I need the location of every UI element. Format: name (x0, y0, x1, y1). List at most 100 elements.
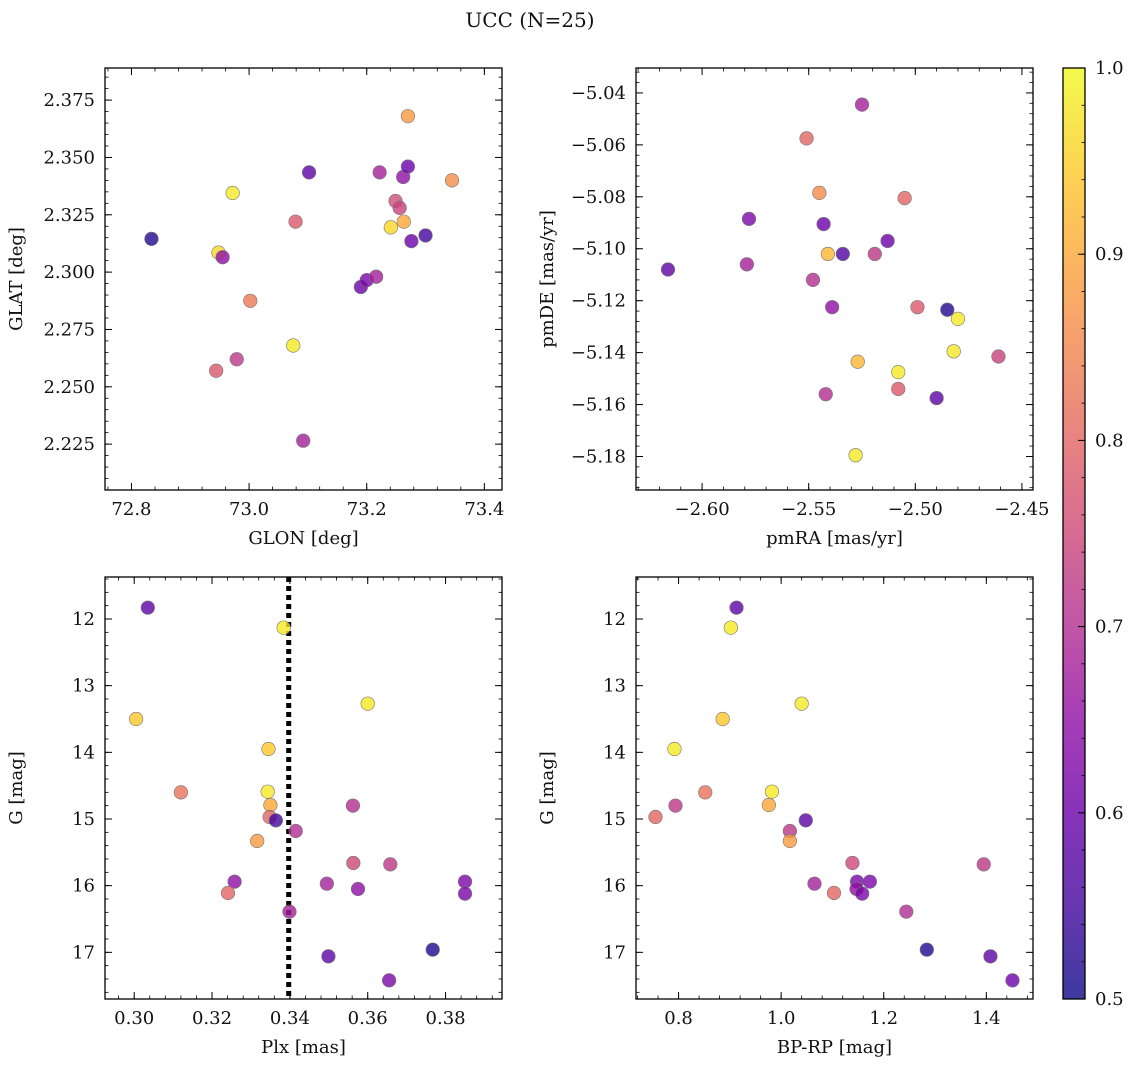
data-point (404, 234, 419, 249)
data-point (946, 344, 961, 359)
y-tick-label: 2.250 (43, 377, 95, 398)
y-tick-label: −5.16 (571, 395, 626, 416)
data-point (845, 855, 860, 871)
y-axis-label: GLAT [deg] (6, 227, 27, 331)
data-point (929, 390, 944, 406)
colorbar-tick-label: 0.5 (1095, 989, 1124, 1010)
data-point (215, 250, 230, 265)
data-point (855, 886, 870, 901)
data-point (260, 784, 275, 799)
data-point (400, 109, 415, 124)
y-axis-label: G [mag] (537, 751, 558, 824)
y-tick-label: 2.300 (43, 262, 95, 283)
data-point (209, 363, 224, 378)
x-axis-label: BP-RP [mag] (777, 1037, 892, 1058)
data-point (360, 696, 375, 711)
plot-area (635, 67, 1034, 491)
y-tick-label: 17 (72, 942, 95, 963)
data-point (457, 874, 473, 889)
data-point (825, 300, 840, 315)
y-tick-label: −5.06 (571, 135, 626, 156)
data-point (891, 364, 906, 380)
data-point (372, 165, 387, 180)
data-point (319, 876, 334, 891)
data-point (263, 797, 278, 813)
x-tick-label: 73.0 (229, 499, 269, 520)
y-tick-label: 16 (72, 876, 95, 897)
y-tick-label: 13 (72, 676, 95, 697)
colorbar: 0.5 0.6 0.7 0.8 0.9 1.0 (1062, 58, 1124, 1010)
data-point (129, 711, 144, 727)
data-point (940, 302, 955, 317)
y-axis-label: G [mag] (6, 751, 27, 824)
x-tick-label: 0.34 (270, 1008, 310, 1029)
data-point (899, 904, 914, 919)
y-tick-label: −5.12 (571, 291, 626, 312)
data-point (173, 785, 188, 800)
data-point (243, 293, 258, 308)
x-tick-label: 72.8 (111, 499, 151, 520)
data-point (820, 246, 835, 262)
x-tick-label: 0.30 (114, 1008, 154, 1029)
data-point (891, 381, 906, 397)
y-tick-label: −5.18 (571, 446, 626, 467)
y-tick-label: 12 (603, 609, 626, 630)
data-point (140, 600, 155, 615)
y-tick-label: 15 (603, 809, 626, 830)
data-point (346, 855, 361, 871)
data-point (648, 809, 663, 825)
data-point (444, 173, 460, 188)
data-point (812, 185, 827, 201)
data-point (220, 885, 236, 901)
y-tick-label: 2.350 (43, 147, 95, 168)
data-point (850, 354, 865, 369)
data-point (698, 785, 713, 800)
data-point (764, 784, 780, 799)
data-point (799, 131, 814, 146)
data-point (818, 387, 833, 402)
data-point (396, 214, 411, 229)
data-point (301, 165, 317, 180)
x-tick-label: 0.38 (426, 1008, 466, 1029)
data-point (350, 881, 366, 897)
figure-title: UCC (N=25) (465, 8, 594, 32)
x-tick-label: 1.0 (767, 1008, 796, 1029)
y-tick-label: 17 (603, 942, 626, 963)
data-point (296, 433, 311, 448)
data-point (660, 262, 676, 277)
panel-glon-glat: 72.8 73.0 73.2 73.4 2.225 2.250 2.275 2.300 2.32… (6, 67, 504, 549)
data-point (369, 269, 384, 284)
data-point (400, 159, 415, 174)
data-point (668, 798, 683, 813)
x-tick-label: 73.4 (464, 499, 504, 520)
x-tick-label: 0.8 (664, 1008, 693, 1029)
x-axis-label: GLON [deg] (248, 528, 358, 549)
data-point (835, 246, 850, 262)
data-point (983, 949, 998, 964)
data-point (321, 949, 336, 964)
data-point (816, 216, 831, 232)
data-point (782, 833, 797, 849)
data-point (919, 942, 934, 957)
data-point (910, 300, 925, 315)
data-point (950, 311, 966, 326)
y-tick-label: 12 (72, 609, 95, 630)
data-point (667, 741, 682, 757)
data-point (225, 185, 240, 201)
data-point (288, 214, 303, 229)
panel-pmra-pmde: −2.60 −2.55 −2.50 −2.45 −5.18 −5.16 −5.14 −5.12… (537, 67, 1049, 549)
data-point (798, 813, 813, 828)
x-tick-label: −2.50 (888, 499, 943, 520)
data-point (282, 904, 297, 919)
data-point (227, 874, 242, 889)
data-point (715, 711, 730, 727)
data-point (261, 741, 276, 757)
data-point (761, 797, 776, 813)
x-tick-label: −2.45 (994, 499, 1049, 520)
data-point (826, 885, 842, 901)
colorbar-tick-label: 0.7 (1095, 617, 1124, 638)
y-tick-label: −5.08 (571, 187, 626, 208)
y-tick-label: 2.325 (43, 205, 95, 226)
panel-plx-g: 0.30 0.32 0.34 0.36 0.38 12 13 14 15 16 17 Plx [mas… (6, 576, 503, 1058)
x-tick-label: 0.32 (192, 1008, 232, 1029)
